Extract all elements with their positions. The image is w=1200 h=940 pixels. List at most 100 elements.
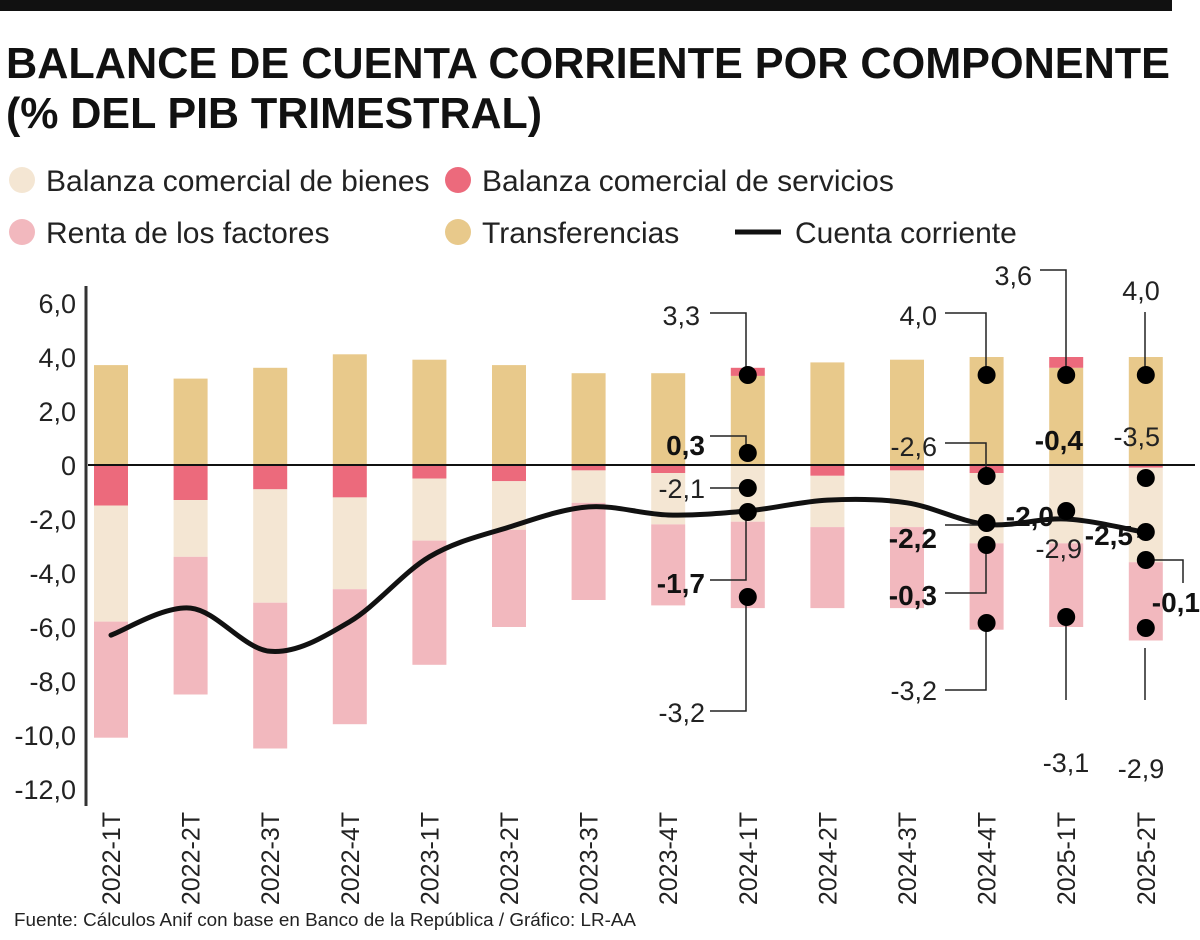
bar-factors (173, 556, 208, 695)
annotation-label-services: -0,4 (1035, 425, 1084, 456)
bar-transfers (253, 367, 288, 465)
annotation-dot-current (1057, 502, 1076, 520)
x-tick-label: 2023-4T (655, 812, 683, 905)
annotation-label-transfers: 4,0 (1122, 276, 1160, 306)
legend-swatch-services (445, 167, 471, 193)
annotation-label-services: -0,3 (889, 580, 937, 611)
annotation-dot-goods (1136, 469, 1155, 487)
bar-goods (94, 505, 128, 622)
y-tick-label: 2,0 (38, 397, 76, 427)
x-tick-label: 2022-1T (98, 812, 126, 905)
annotation-dot-transfers (1057, 366, 1076, 384)
source-footer: Fuente: Cálculos Anif con base en Banco … (14, 910, 636, 930)
annotation-dot-transfers (977, 366, 996, 384)
y-tick-label: 4,0 (38, 343, 76, 373)
annotation-label-current: -1,7 (657, 568, 705, 599)
annotation-dot-services (738, 444, 757, 462)
x-tick-label: 2024-4T (974, 812, 1002, 905)
annotation-label-goods: -2,1 (658, 474, 705, 504)
bar-services (571, 465, 606, 471)
annotation-label-transfers: 4,0 (899, 301, 937, 331)
bar-services (253, 465, 288, 490)
y-tick-label: 6,0 (38, 289, 76, 319)
annotation-dot-goods (977, 467, 996, 485)
bar-services (332, 465, 367, 498)
annotation-label-goods: -3,5 (1113, 422, 1160, 452)
bar-transfers (492, 365, 526, 465)
bar-factors (810, 527, 845, 609)
bar-services (651, 465, 686, 474)
annotation-leader-line (1145, 559, 1184, 583)
annotation-leader-line (710, 312, 747, 375)
bar-factors (571, 502, 606, 600)
y-tick-label: -2,0 (29, 505, 76, 535)
bar-services (173, 465, 208, 501)
x-tick-label: 2022-4T (337, 812, 365, 905)
bar-services (810, 465, 845, 476)
bar-goods (173, 500, 208, 557)
annotation-leader-line (1040, 269, 1067, 375)
bar-transfers (332, 354, 367, 465)
annotation-leader-line (945, 545, 987, 594)
bar-transfers (173, 378, 208, 465)
annotation-leader-line (945, 312, 987, 375)
annotation-label-current: -2,0 (1006, 501, 1054, 532)
x-tick-label: 2023-3T (576, 812, 604, 905)
y-tick-label: -10,0 (14, 721, 76, 751)
annotation-dot-current (977, 514, 996, 532)
bar-factors (412, 540, 447, 665)
bar-factors (651, 524, 686, 606)
annotation-label-transfers: 3,6 (994, 261, 1032, 291)
bar-services (492, 465, 526, 482)
bar-goods (412, 478, 447, 541)
y-tick-label: -4,0 (29, 559, 76, 589)
legend-label-current: Cuenta corriente (795, 217, 1017, 250)
annotation-dot-factors (738, 588, 757, 606)
legend-swatch-transfers (445, 219, 471, 245)
x-tick-label: 2022-2T (178, 812, 206, 905)
y-tick-label: -12,0 (14, 775, 76, 805)
bar-services (94, 465, 128, 506)
legend-label-services: Balanza comercial de servicios (482, 165, 894, 198)
x-tick-label: 2025-1T (1053, 812, 1081, 905)
annotation-label-factors: -2,9 (1118, 754, 1165, 784)
chart-title-line-1: BALANCE DE CUENTA CORRIENTE POR COMPONEN… (6, 39, 1170, 88)
annotation-dot-services (1136, 551, 1155, 569)
bars (94, 354, 1163, 749)
bar-goods (571, 470, 606, 503)
x-tick-label: 2024-2T (814, 812, 842, 905)
bar-transfers (890, 359, 924, 465)
annotation-dot-current (738, 503, 757, 521)
x-tick-label: 2024-1T (735, 812, 763, 905)
bar-transfers (651, 373, 686, 465)
annotation-dot-services (977, 536, 996, 554)
bar-transfers (94, 365, 128, 465)
bar-factors (492, 529, 526, 627)
annotation-dot-factors (977, 614, 996, 632)
x-tick-label: 2025-2T (1133, 812, 1161, 905)
annotation-dot-transfers (738, 366, 757, 384)
bar-goods (890, 470, 924, 528)
x-tick-label: 2023-1T (416, 812, 444, 905)
annotation-dot-current (1136, 523, 1155, 541)
x-axis-labels: 2022-1T 2022-2T 2022-3T 2022-4T 2023-1T 2023-… (98, 812, 1161, 905)
bar-factors (890, 527, 924, 609)
y-tick-label: -8,0 (29, 667, 76, 697)
annotations: 3,3 0,3 -2,1 -1,7 -3,2 4,0 -2,6 -2,2 -0,3 -3,2 3,6… (657, 261, 1200, 784)
annotation-dot-factors (1057, 608, 1076, 626)
y-tick-label: 0 (61, 451, 76, 481)
annotation-label-current: -2,2 (889, 523, 937, 554)
y-tick-label: -6,0 (29, 613, 76, 643)
annotation-label-services: -0,1 (1152, 587, 1200, 618)
x-tick-label: 2022-3T (257, 812, 285, 905)
annotation-label-services: 0,3 (666, 430, 705, 461)
annotation-label-transfers: 3,3 (662, 301, 700, 331)
annotation-label-factors: -3,2 (890, 676, 937, 706)
legend-label-goods: Balanza comercial de bienes (46, 165, 430, 198)
annotation-label-goods: -2,9 (1035, 534, 1082, 564)
annotation-label-factors: -3,2 (658, 698, 705, 728)
y-axis-ticks: 6,0 4,0 2,0 0 -2,0 -4,0 -6,0 -8,0 -10,0 -12,0 (14, 289, 76, 805)
annotation-leader-line (710, 512, 747, 581)
annotation-leader-line (945, 442, 987, 476)
